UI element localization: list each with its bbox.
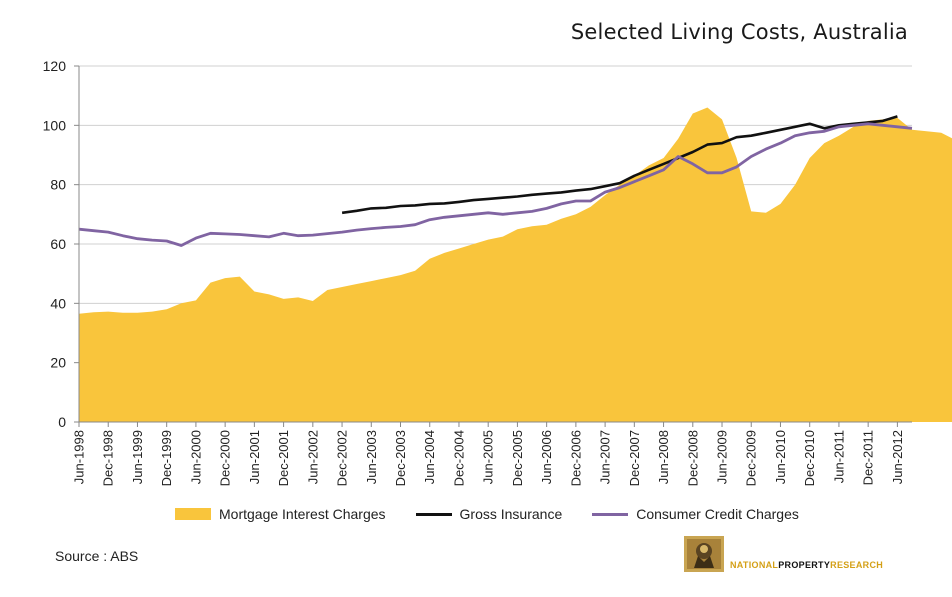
x-tick-label-Dec-2003: Dec-2003 bbox=[393, 430, 408, 486]
x-tick-label-Jun-2008: Jun-2008 bbox=[656, 430, 671, 484]
legend-label-mortgage: Mortgage Interest Charges bbox=[219, 506, 386, 522]
x-tick-label-Jun-2001: Jun-2001 bbox=[247, 430, 262, 484]
x-tick-label-Jun-2003: Jun-2003 bbox=[364, 430, 379, 484]
x-tick-label-Jun-2004: Jun-2004 bbox=[422, 430, 437, 484]
y-tick-label-100: 100 bbox=[43, 117, 67, 133]
y-tick-label-0: 0 bbox=[58, 414, 66, 430]
x-tick-label-Dec-2007: Dec-2007 bbox=[627, 430, 642, 486]
y-tick-label-40: 40 bbox=[50, 295, 66, 311]
legend-item-credit: Consumer Credit Charges bbox=[592, 506, 799, 522]
area-series-layer bbox=[79, 107, 952, 422]
x-tick-label-Dec-1998: Dec-1998 bbox=[101, 430, 116, 486]
x-tick-label-Jun-2012: Jun-2012 bbox=[890, 430, 905, 484]
x-tick-label-Dec-2000: Dec-2000 bbox=[218, 430, 233, 486]
legend-swatch-insurance bbox=[415, 512, 452, 516]
x-tick-labels: Jun-1998 Dec-1998 Jun-1999 Dec-1999 Jun-2000… bbox=[72, 430, 905, 486]
legend-label-insurance: Gross Insurance bbox=[459, 506, 563, 522]
x-tick-label-Jun-2009: Jun-2009 bbox=[715, 430, 730, 484]
series-line-gross-insurance bbox=[341, 115, 898, 215]
logo-word-property: PROPERTY bbox=[778, 560, 831, 570]
x-tick-label-Dec-2001: Dec-2001 bbox=[276, 430, 291, 486]
series-area-mortgage-interest bbox=[79, 107, 952, 422]
x-tick-label-Dec-2006: Dec-2006 bbox=[568, 430, 583, 486]
source-note: Source : ABS bbox=[55, 548, 139, 564]
chart-area: 0 20 40 60 80 100 120 Jun-1998 Dec-1998 Jun-1999… bbox=[43, 58, 952, 486]
x-tick-label-Jun-2011: Jun-2011 bbox=[831, 430, 846, 483]
y-tick-labels: 0 20 40 60 80 100 120 bbox=[43, 58, 67, 430]
x-tick-label-Jun-2010: Jun-2010 bbox=[773, 430, 788, 484]
legend-swatch-mortgage bbox=[175, 508, 211, 520]
x-tick-label-Jun-2002: Jun-2002 bbox=[305, 430, 320, 484]
y-tick-label-120: 120 bbox=[43, 58, 67, 74]
x-tick-label-Dec-2011: Dec-2011 bbox=[861, 430, 876, 485]
logo-text: NATIONALPROPERTYRESEARCH bbox=[730, 560, 883, 570]
x-tick-label-Dec-2005: Dec-2005 bbox=[510, 430, 525, 486]
axes bbox=[74, 65, 912, 427]
x-tick-label-Jun-2000: Jun-2000 bbox=[188, 430, 203, 484]
x-tick-label-Dec-1999: Dec-1999 bbox=[159, 430, 174, 486]
x-tick-label-Dec-2002: Dec-2002 bbox=[335, 430, 350, 486]
x-tick-label-Jun-2006: Jun-2006 bbox=[539, 430, 554, 484]
x-tick-label-Jun-2005: Jun-2005 bbox=[481, 430, 496, 484]
y-tick-label-60: 60 bbox=[50, 236, 66, 252]
legend-swatch-credit bbox=[592, 512, 629, 516]
x-tick-label-Jun-1999: Jun-1999 bbox=[130, 430, 145, 484]
chart-title: Selected Living Costs, Australia bbox=[570, 20, 908, 44]
y-tick-label-20: 20 bbox=[50, 355, 66, 371]
x-tick-label-Jun-1998: Jun-1998 bbox=[72, 430, 87, 484]
x-tick-label-Dec-2010: Dec-2010 bbox=[802, 430, 817, 486]
x-tick-label-Dec-2008: Dec-2008 bbox=[685, 430, 700, 486]
legend-label-credit: Consumer Credit Charges bbox=[636, 506, 799, 522]
x-tick-label-Jun-2007: Jun-2007 bbox=[598, 430, 613, 484]
y-tick-label-80: 80 bbox=[50, 177, 66, 193]
legend-item-insurance: Gross Insurance bbox=[415, 506, 563, 522]
logo-word-research: RESEARCH bbox=[830, 560, 884, 570]
x-tick-label-Dec-2009: Dec-2009 bbox=[744, 430, 759, 486]
x-tick-label-Dec-2004: Dec-2004 bbox=[452, 430, 467, 486]
legend-item-mortgage: Mortgage Interest Charges bbox=[175, 506, 386, 522]
logo-emblem-icon bbox=[684, 536, 724, 572]
legend: Mortgage Interest Charges Gross Insuranc… bbox=[175, 506, 829, 522]
logo-word-national: NATIONAL bbox=[730, 560, 779, 570]
line-series-layer bbox=[78, 115, 913, 247]
logo: NATIONALPROPERTYRESEARCH bbox=[684, 536, 883, 572]
series-line-consumer-credit bbox=[78, 122, 913, 247]
